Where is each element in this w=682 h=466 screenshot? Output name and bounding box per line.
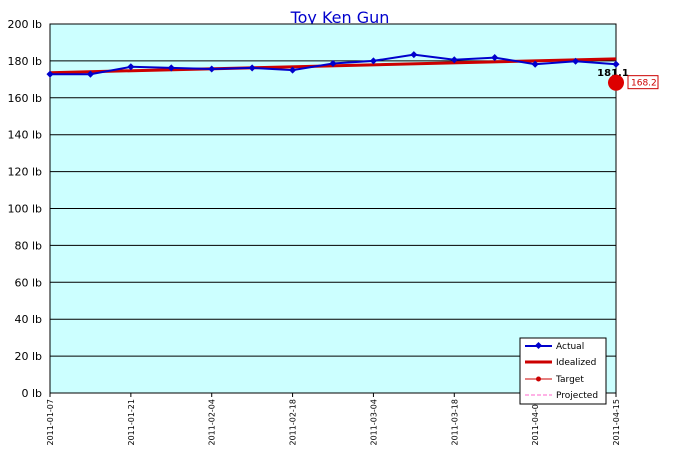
legend-label-target: Target bbox=[555, 375, 584, 385]
legend-item-idealized: Idealized bbox=[525, 358, 596, 368]
projected-value-box bbox=[627, 75, 659, 90]
actual-point bbox=[86, 70, 94, 78]
legend-label-idealized: Idealized bbox=[556, 358, 596, 368]
projected-point bbox=[608, 74, 624, 91]
y-tick-label: 20 lb bbox=[14, 350, 42, 363]
x-tick-label: 2011-01-07 bbox=[46, 399, 55, 446]
actual-point bbox=[410, 51, 418, 59]
actual-point bbox=[531, 60, 539, 68]
chart-title: Toy Ken Gun bbox=[290, 8, 390, 27]
x-tick-label: 2011-04-01 bbox=[531, 399, 540, 446]
x-tick-label: 2011-01-21 bbox=[127, 399, 136, 446]
actual-point bbox=[208, 65, 216, 73]
actual-point bbox=[612, 60, 620, 68]
actual-point bbox=[127, 63, 135, 71]
x-tick-label: 2011-03-18 bbox=[450, 399, 459, 446]
x-tick-label: 2011-04-15 bbox=[612, 399, 621, 446]
x-tick-label: 2011-03-04 bbox=[369, 399, 378, 446]
actual-point bbox=[289, 66, 297, 74]
y-tick-label: 100 lb bbox=[7, 203, 42, 216]
end-value-label: 181.1 bbox=[597, 68, 629, 79]
actual-point bbox=[369, 57, 377, 65]
legend: Actual Idealized Target Projected bbox=[519, 337, 607, 405]
legend-item-actual: Actual bbox=[525, 341, 584, 352]
y-tick-label: 40 lb bbox=[14, 313, 42, 326]
y-tick-label: 60 lb bbox=[14, 276, 42, 289]
actual-point bbox=[572, 57, 580, 65]
y-tick-label: 120 lb bbox=[7, 166, 42, 179]
legend-item-projected: Projected bbox=[525, 391, 598, 401]
x-tick-label: 2011-02-04 bbox=[208, 399, 217, 446]
actual-point bbox=[167, 64, 175, 72]
y-tick-label: 80 lb bbox=[14, 239, 42, 252]
legend-box bbox=[519, 337, 607, 405]
legend-label-actual: Actual bbox=[556, 342, 584, 352]
legend-label-projected: Projected bbox=[556, 391, 598, 401]
y-tick-label: 180 lb bbox=[7, 55, 42, 68]
y-tick-label: 140 lb bbox=[7, 129, 42, 142]
legend-item-target: Target bbox=[525, 375, 584, 385]
y-tick-label: 200 lb bbox=[7, 18, 42, 31]
actual-point bbox=[248, 64, 256, 72]
actual-point bbox=[329, 59, 337, 68]
actual-point bbox=[450, 56, 458, 64]
y-tick-label: 160 lb bbox=[7, 92, 42, 105]
actual-point bbox=[491, 54, 499, 62]
projected-value-label: 168.2 bbox=[631, 79, 657, 89]
y-tick-label: 0 lb bbox=[21, 387, 42, 400]
x-tick-label: 2011-02-18 bbox=[289, 399, 298, 446]
